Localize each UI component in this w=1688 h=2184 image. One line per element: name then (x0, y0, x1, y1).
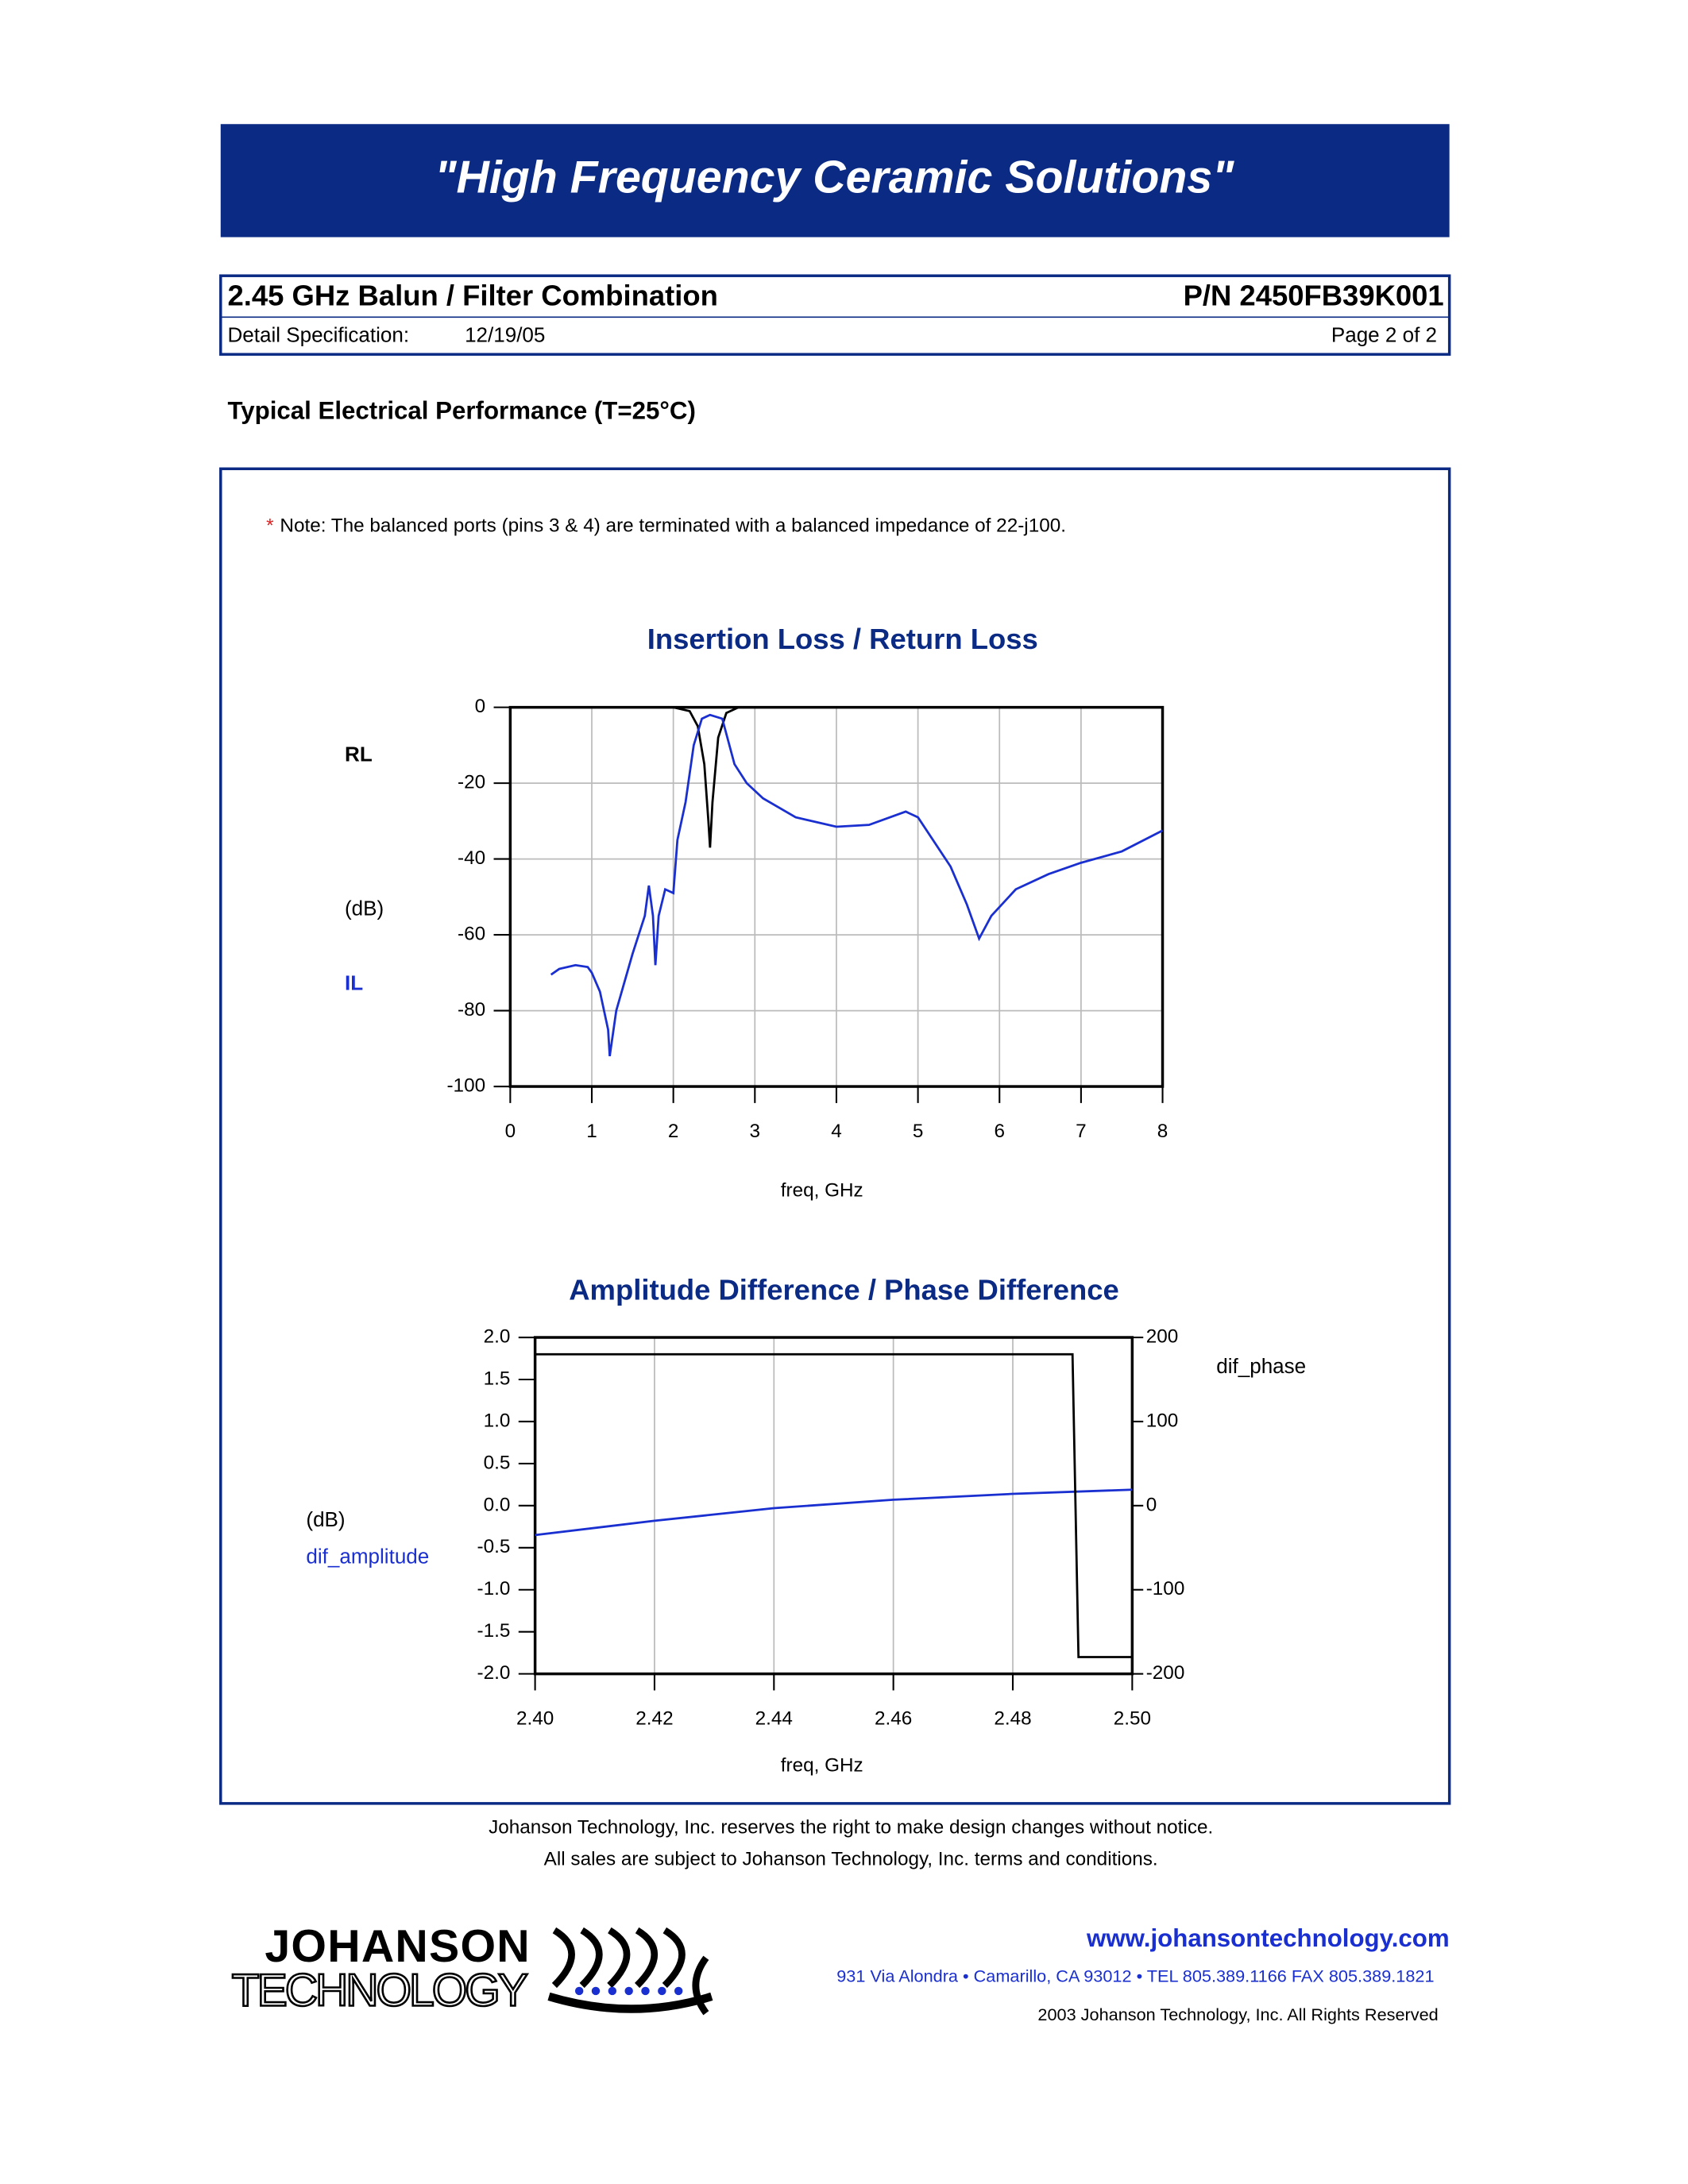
plot-frame (533, 1336, 1134, 1676)
website[interactable]: www.johansontechnology.com (1086, 1924, 1450, 1952)
logo-line: TECHNOLOGY (232, 1966, 528, 2016)
x-tick-label: 5 (913, 1121, 924, 1142)
y-tick-label: -60 (458, 924, 485, 945)
y-tick-label: 0 (475, 696, 486, 717)
y-tick-label: -20 (458, 772, 485, 793)
x-axis-label: freq, GHz (781, 1179, 863, 1201)
series-label: RL (345, 742, 373, 766)
y-tick-label: -80 (458, 999, 485, 1021)
series-line (550, 713, 1164, 1057)
note-text: Note: The balanced ports (pins 3 & 4) ar… (280, 515, 1066, 537)
logo-line: JOHANSON (265, 1921, 529, 1972)
address: 931 Via Alondra • Camarillo, CA 93012 • … (836, 1966, 1434, 1985)
chart-title: Insertion Loss / Return Loss (647, 623, 1038, 655)
detail-label: Detail Specification: (227, 322, 409, 346)
copyright: 2003 Johanson Technology, Inc. All Right… (1037, 2005, 1438, 2024)
series-line (535, 1488, 1133, 1537)
y-tick-label: -40 (458, 847, 485, 869)
x-tick-label: 6 (994, 1121, 1005, 1142)
series-label: IL (345, 970, 363, 994)
y2-tick-label: -100 (1146, 1578, 1185, 1599)
charts: Insertion Loss / Return Loss freq, GHz (dB… (306, 623, 1306, 1776)
banner (220, 124, 1450, 237)
x-tick-label: 2.40 (516, 1707, 554, 1729)
x-tick-label: 1 (586, 1121, 597, 1142)
x-tick-label: 8 (1157, 1121, 1168, 1142)
y2-tick-label: 200 (1146, 1325, 1179, 1347)
y2-tick-label: -200 (1146, 1662, 1185, 1684)
y-tick-label: 1.5 (484, 1368, 511, 1389)
y-tick-label: -1.0 (477, 1578, 510, 1599)
page-number: Page 2 of 2 (1331, 322, 1437, 346)
x-axis-label: freq, GHz (781, 1754, 863, 1776)
y-tick-label: -0.5 (477, 1536, 510, 1557)
part-number: P/N 2450FB39K001 (1184, 280, 1444, 312)
series-label: dif_phase (1216, 1354, 1306, 1378)
x-tick-label: 2.44 (755, 1707, 793, 1729)
y-tick-label: 2.0 (484, 1325, 511, 1347)
x-tick-label: 7 (1076, 1121, 1087, 1142)
y2-tick-label: 100 (1146, 1410, 1179, 1431)
x-tick-label: 4 (831, 1121, 842, 1142)
x-tick-label: 3 (750, 1121, 761, 1142)
y-tick-label: 1.0 (484, 1410, 511, 1431)
spec-date: 12/19/05 (465, 322, 545, 346)
spec-box (219, 274, 1451, 356)
chart-frame (219, 467, 1451, 1805)
disclaimer: Johanson Technology, Inc. reserves the r… (489, 1817, 1213, 1839)
y-axis-label: (dB) (306, 1507, 345, 1531)
x-tick-label: 2.42 (635, 1707, 673, 1729)
y-tick-label: -1.5 (477, 1620, 510, 1642)
x-tick-label: 2.48 (994, 1707, 1031, 1729)
logo-waves (547, 1927, 713, 2016)
series-label: dif_amplitude (306, 1545, 429, 1569)
series-line (535, 1352, 1133, 1658)
y-tick-label: -2.0 (477, 1662, 510, 1684)
banner-text: "High Frequency Ceramic Solutions" (435, 152, 1234, 203)
disclaimer: All sales are subject to Johanson Techno… (544, 1848, 1158, 1870)
y-tick-label: 0.0 (484, 1494, 511, 1515)
spec-title: 2.45 GHz Balun / Filter Combination (227, 280, 717, 312)
x-tick-label: 2 (668, 1121, 679, 1142)
y-axis-label: (dB) (345, 897, 384, 920)
note-marker: * (266, 515, 274, 537)
y-tick-label: 0.5 (484, 1452, 511, 1473)
x-tick-label: 2.50 (1114, 1707, 1151, 1729)
x-tick-label: 2.46 (875, 1707, 912, 1729)
y2-tick-label: 0 (1146, 1494, 1157, 1515)
series-line (673, 706, 1163, 848)
x-tick-label: 0 (505, 1121, 516, 1142)
chart-title: Amplitude Difference / Phase Difference (569, 1273, 1119, 1306)
logo-dots (574, 1986, 683, 1996)
y-tick-label: -100 (446, 1075, 485, 1096)
section-title: Typical Electrical Performance (T=25°C) (227, 396, 695, 424)
